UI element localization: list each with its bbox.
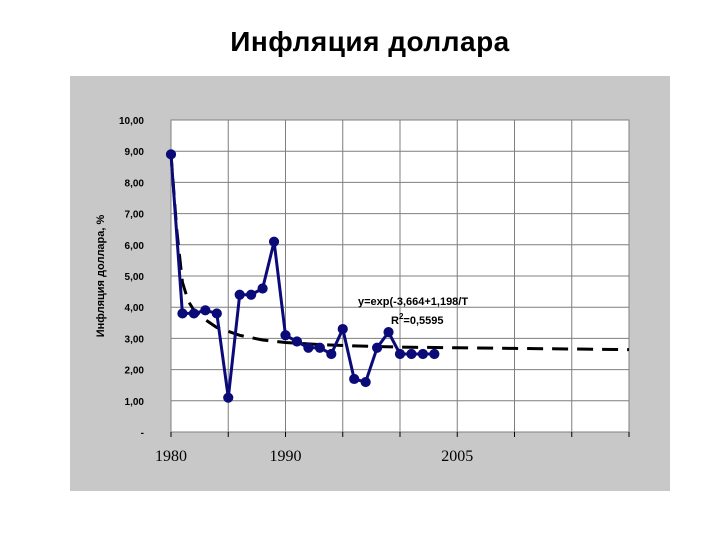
y-tick-label: 3,00 xyxy=(125,334,145,345)
data-point xyxy=(268,236,280,247)
data-point xyxy=(372,342,383,353)
y-tick-label: 5,00 xyxy=(125,272,145,283)
data-point xyxy=(211,308,222,319)
data-point xyxy=(188,308,199,319)
trend-r-squared: R2=0,5595 xyxy=(391,312,443,327)
data-point xyxy=(326,348,337,360)
data-point xyxy=(234,289,245,300)
data-point xyxy=(406,348,417,360)
series xyxy=(165,149,630,403)
x-tick-label: 1980 xyxy=(155,448,187,465)
data-point xyxy=(337,323,348,335)
data-point xyxy=(314,342,325,353)
y-tick-label: 10,00 xyxy=(119,116,144,127)
y-tick-label: 7,00 xyxy=(125,210,145,221)
data-point xyxy=(177,308,188,319)
data-point xyxy=(257,283,268,294)
trend-equation: y=exp(-3,664+1,198/T xyxy=(358,296,468,308)
x-tick-label: 1990 xyxy=(270,448,302,465)
y-tick-label: 1,00 xyxy=(125,397,145,408)
data-point xyxy=(291,336,303,347)
r2-prefix: R xyxy=(391,315,399,327)
data-point xyxy=(394,348,406,360)
grid xyxy=(171,120,629,432)
y-axis-ticks: - 1,00 2,00 3,00 4,00 5,00 6,00 7,00 8,00 9,00 10,… xyxy=(119,116,144,439)
data-point xyxy=(417,348,428,360)
data-point xyxy=(383,327,394,338)
y-tick-label: 4,00 xyxy=(125,303,145,314)
y-tick-label: 6,00 xyxy=(125,241,145,252)
x-axis-ticks: 1980 1990 2005 xyxy=(155,432,630,465)
slide-title: Инфляция доллара xyxy=(230,26,510,57)
y-axis-label: Инфляция доллара, % xyxy=(95,215,107,338)
y-tick-label: 9,00 xyxy=(125,147,145,158)
trend-annotation: y=exp(-3,664+1,198/T R2=0,5595 xyxy=(358,296,468,327)
x-tick-label: 2005 xyxy=(441,448,473,465)
r2-value: =0,5595 xyxy=(403,315,443,327)
data-point xyxy=(303,342,314,353)
y-tick-label: 2,00 xyxy=(125,366,145,377)
data-point xyxy=(200,305,211,316)
data-point xyxy=(349,373,360,385)
y-tick-label: - xyxy=(141,428,144,439)
data-point xyxy=(223,392,234,403)
data-point xyxy=(429,348,440,360)
data-point xyxy=(360,376,371,388)
data-point xyxy=(246,289,257,300)
y-tick-label: 8,00 xyxy=(125,178,145,189)
data-point xyxy=(280,330,291,341)
data-point xyxy=(165,149,177,160)
trend-line xyxy=(169,154,630,352)
r2-superscript: 2 xyxy=(399,312,404,321)
